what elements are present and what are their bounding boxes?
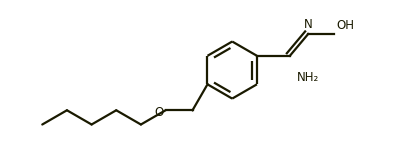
Text: N: N — [304, 18, 312, 31]
Text: OH: OH — [337, 19, 355, 32]
Text: NH₂: NH₂ — [297, 71, 319, 84]
Text: O: O — [154, 106, 164, 119]
